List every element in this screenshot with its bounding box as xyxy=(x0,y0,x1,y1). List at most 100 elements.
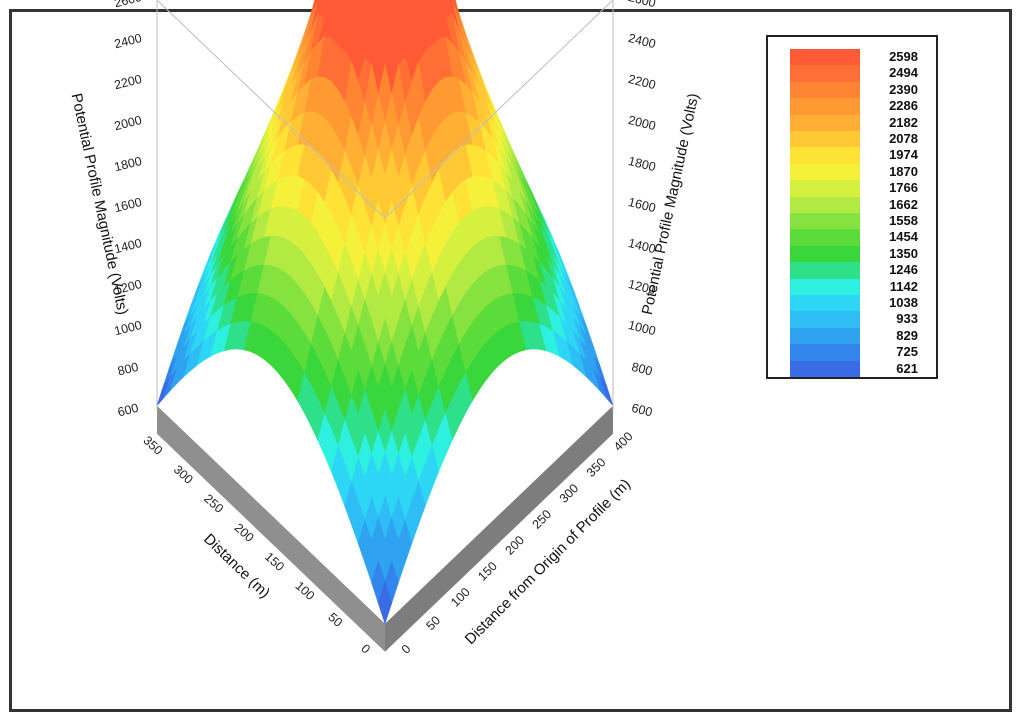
legend-label: 1454 xyxy=(889,229,918,245)
z-left-tick: 1600 xyxy=(113,195,143,215)
right-floor-tick: 0 xyxy=(399,642,414,657)
legend-row: 1038 xyxy=(768,295,940,312)
left-floor-axis-label: Distance (m) xyxy=(200,530,273,601)
legend-row: 1454 xyxy=(768,229,940,246)
axis-line xyxy=(156,0,386,219)
z-left-tick: 600 xyxy=(116,401,140,420)
legend-row: 2598 xyxy=(768,49,940,66)
legend-row: 1246 xyxy=(768,262,940,279)
legend-row: 1142 xyxy=(768,278,940,295)
right-floor-tick: 50 xyxy=(423,613,443,633)
right-floor-tick: 200 xyxy=(502,533,527,558)
legend-row: 1766 xyxy=(768,180,940,197)
legend-row: 2494 xyxy=(768,65,940,82)
legend-label: 1038 xyxy=(889,295,918,310)
legend-swatch xyxy=(790,344,860,361)
z-right-tick: 2000 xyxy=(627,113,657,133)
z-right-tick: 2400 xyxy=(627,31,657,51)
legend-row: 1662 xyxy=(768,196,940,213)
legend-row: 933 xyxy=(768,311,940,328)
legend-swatch xyxy=(790,196,860,213)
legend-row: 1974 xyxy=(768,147,940,164)
legend-label: 933 xyxy=(896,311,918,327)
legend-row: 2390 xyxy=(768,81,940,99)
legend-swatch xyxy=(790,147,860,164)
legend-row: 621 xyxy=(768,360,940,377)
legend-swatch xyxy=(790,360,860,377)
z-right-tick: 1200 xyxy=(627,277,657,297)
legend-label: 2390 xyxy=(889,81,918,97)
surface-layer xyxy=(156,0,614,625)
legend-swatch xyxy=(790,180,860,197)
z-right-tick: 1800 xyxy=(627,154,657,174)
legend-swatch xyxy=(790,98,860,115)
z-right-tick: 1400 xyxy=(627,236,657,256)
legend-row: 2286 xyxy=(768,98,940,115)
legend-label: 1974 xyxy=(889,147,918,163)
legend-label: 2078 xyxy=(889,131,918,146)
z-left-tick: 2200 xyxy=(113,72,143,92)
z-right-tick: 800 xyxy=(630,360,654,379)
right-floor-tick: 100 xyxy=(448,585,473,610)
legend-row: 2078 xyxy=(768,131,940,148)
axis-line xyxy=(384,0,614,219)
legend-swatch xyxy=(790,229,860,246)
legend-swatch xyxy=(790,213,860,230)
legend-swatch xyxy=(790,278,860,295)
z-left-tick: 1800 xyxy=(113,154,143,174)
legend-label: 829 xyxy=(896,327,918,343)
z-right-tick: 2600 xyxy=(627,0,657,10)
left-floor-tick: 50 xyxy=(325,610,345,630)
right-floor-tick: 300 xyxy=(557,481,582,506)
legend-label: 2182 xyxy=(889,114,918,130)
base-wall-right xyxy=(385,405,613,652)
z-right-tick: 2200 xyxy=(627,72,657,92)
z-left-tick: 2400 xyxy=(113,31,143,51)
z-left-tick: 2600 xyxy=(113,0,143,10)
legend-swatch xyxy=(790,81,860,99)
z-left-tick: 1000 xyxy=(113,318,143,338)
legend-swatch xyxy=(790,295,860,312)
left-floor-tick: 0 xyxy=(358,641,373,656)
legend-label: 621 xyxy=(896,360,918,376)
legend-row: 1558 xyxy=(768,213,940,230)
legend-swatch xyxy=(790,131,860,148)
z-left-tick: 1200 xyxy=(113,277,143,297)
legend-label: 1766 xyxy=(889,180,918,196)
legend-row: 1350 xyxy=(768,245,940,263)
z-left-tick: 2000 xyxy=(113,113,143,133)
legend-label: 1350 xyxy=(889,245,918,261)
legend-row: 2182 xyxy=(768,114,940,131)
legend-row: 725 xyxy=(768,344,940,361)
base-wall-left xyxy=(157,405,385,652)
z-left-tick: 800 xyxy=(116,360,140,379)
legend-label: 1870 xyxy=(889,163,918,179)
color-legend: 2598 2494 2390 2286 2182 2078 1974 1870 1766 1662… xyxy=(766,35,938,379)
surface-cell xyxy=(377,580,393,625)
legend-label: 1558 xyxy=(889,213,918,228)
legend-swatch xyxy=(790,49,860,66)
right-floor-tick: 250 xyxy=(530,507,555,532)
legend-label: 2494 xyxy=(889,65,918,81)
legend-label: 1662 xyxy=(889,196,918,212)
legend-swatch xyxy=(790,114,860,131)
legend-swatch xyxy=(790,262,860,279)
z-right-tick: 1000 xyxy=(627,318,657,338)
z-left-tick: 1400 xyxy=(113,236,143,256)
legend-row: 829 xyxy=(768,327,940,345)
legend-label: 1142 xyxy=(889,278,918,294)
legend-label: 2286 xyxy=(889,98,918,114)
right-floor-tick: 150 xyxy=(475,559,500,584)
right-floor-tick: 400 xyxy=(611,429,636,454)
legend-label: 725 xyxy=(896,344,918,360)
legend-swatch xyxy=(790,163,860,181)
legend-swatch xyxy=(790,245,860,263)
legend-swatch xyxy=(790,311,860,328)
z-right-tick: 1600 xyxy=(627,195,657,215)
right-floor-tick: 350 xyxy=(584,455,609,480)
floor-layer xyxy=(157,405,613,652)
legend-row: 1870 xyxy=(768,163,940,181)
legend-label: 1246 xyxy=(889,262,918,278)
legend-swatch xyxy=(790,65,860,82)
